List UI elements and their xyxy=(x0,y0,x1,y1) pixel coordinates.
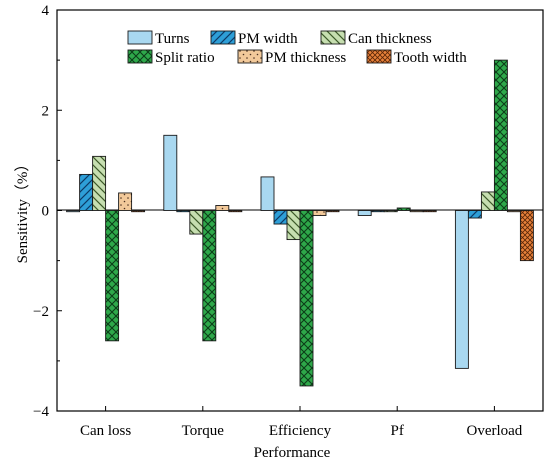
y-tick-label: 2 xyxy=(42,103,50,119)
legend-label-tooth-width: Tooth width xyxy=(394,50,467,66)
bar-tooth-width-overload xyxy=(519,210,534,262)
y-tick-label: 4 xyxy=(42,3,50,19)
y-axis: −4 −2 0 2 4 xyxy=(33,3,62,420)
y-axis-title: Sensitivity（%） xyxy=(14,157,31,264)
x-axis: Can loss Torque Efficiency Pf Overload xyxy=(80,406,523,439)
bar-group xyxy=(66,59,534,387)
y-tick-label: 0 xyxy=(42,204,50,220)
legend-label-can-thickness: Can thickness xyxy=(348,31,432,47)
x-tick-label: Can loss xyxy=(80,423,131,439)
bar-pm-width-efficiency xyxy=(273,210,288,225)
bar-can-thickness-can-loss xyxy=(92,155,107,211)
x-axis-title: Performance xyxy=(254,445,331,461)
bar-tooth-width-torque xyxy=(228,210,243,213)
bar-tooth-width-pf xyxy=(422,210,437,213)
legend-swatch-pm-width xyxy=(210,30,236,45)
bar-tooth-width-efficiency xyxy=(325,210,340,213)
x-tick-label: Torque xyxy=(182,423,225,439)
legend-swatch-turns xyxy=(127,30,153,45)
bar-split-ratio-torque xyxy=(202,210,217,342)
bar-can-thickness-torque xyxy=(189,210,204,235)
bar-pm-thickness-overload xyxy=(506,210,521,213)
legend-label-split-ratio: Split ratio xyxy=(155,50,215,66)
bar-pm-thickness-pf xyxy=(409,210,424,213)
bar-pm-thickness-torque xyxy=(215,205,230,211)
bar-pm-thickness-can-loss xyxy=(118,192,133,211)
bar-turns-efficiency xyxy=(260,176,275,211)
legend: Turns PM width Can thickness Split ratio PM … xyxy=(127,30,467,66)
legend-label-pm-width: PM width xyxy=(238,31,298,47)
y-tick-label: −4 xyxy=(33,404,49,420)
legend-swatch-pm-thickness xyxy=(237,49,263,64)
bar-split-ratio-efficiency xyxy=(299,210,314,387)
bar-turns-pf xyxy=(357,210,372,216)
bar-split-ratio-can-loss xyxy=(105,210,120,342)
bar-turns-overload xyxy=(454,210,469,369)
bar-pm-width-pf xyxy=(370,210,385,213)
legend-swatch-split-ratio xyxy=(127,49,153,64)
legend-label-pm-thickness: PM thickness xyxy=(265,50,346,66)
bar-can-thickness-pf xyxy=(383,210,398,213)
legend-swatch-tooth-width xyxy=(366,49,392,64)
bar-split-ratio-pf xyxy=(396,207,411,211)
bar-pm-width-overload xyxy=(467,210,482,219)
x-tick-label: Pf xyxy=(391,423,404,439)
bar-split-ratio-overload xyxy=(493,59,508,211)
y-tick-label: −2 xyxy=(33,304,49,320)
bar-pm-width-torque xyxy=(176,210,191,213)
bar-pm-thickness-efficiency xyxy=(312,210,327,216)
bar-tooth-width-can-loss xyxy=(131,210,146,213)
bar-turns-torque xyxy=(163,134,178,211)
bar-can-thickness-efficiency xyxy=(286,210,301,241)
bar-turns-can-loss xyxy=(66,210,81,213)
legend-label-turns: Turns xyxy=(155,31,190,47)
bar-can-thickness-overload xyxy=(480,191,495,211)
legend-swatch-can-thickness xyxy=(320,30,346,45)
bar-pm-width-can-loss xyxy=(79,173,94,211)
x-tick-label: Efficiency xyxy=(269,423,332,439)
x-tick-label: Overload xyxy=(466,423,522,439)
